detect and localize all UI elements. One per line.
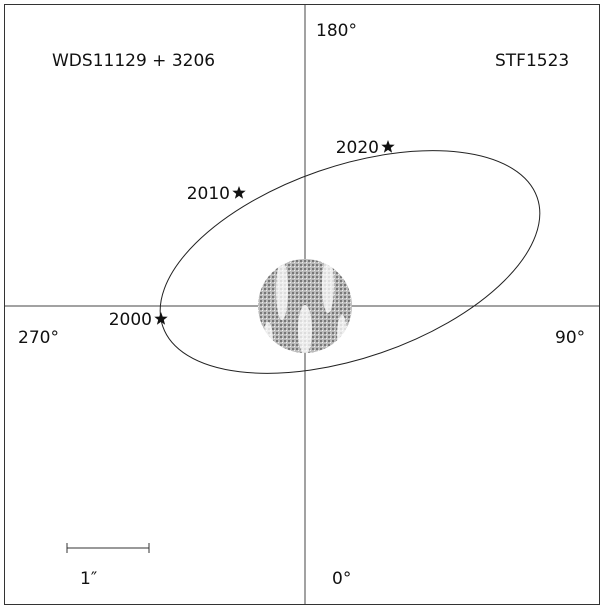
epoch-star xyxy=(154,312,168,325)
star-name: STF1523 xyxy=(495,51,569,71)
primary-disk xyxy=(258,259,352,353)
frame xyxy=(4,4,600,605)
scale-bar xyxy=(66,543,150,553)
epoch-star xyxy=(232,186,246,199)
angle-label: 0° xyxy=(332,569,351,589)
designation: WDS11129 + 3206 xyxy=(52,51,215,71)
epoch-label: 2020 xyxy=(336,138,379,158)
orbit xyxy=(159,150,541,374)
angle-label: 270° xyxy=(18,328,59,348)
epochs: 2000 2010 2020 xyxy=(109,138,395,330)
scale-label: 1″ xyxy=(80,569,97,589)
epoch-star xyxy=(381,140,395,153)
epoch-label: 2000 xyxy=(109,310,152,330)
epoch-label: 2010 xyxy=(187,184,230,204)
angle-label: 90° xyxy=(555,328,585,348)
angle-label: 180° xyxy=(316,21,357,41)
